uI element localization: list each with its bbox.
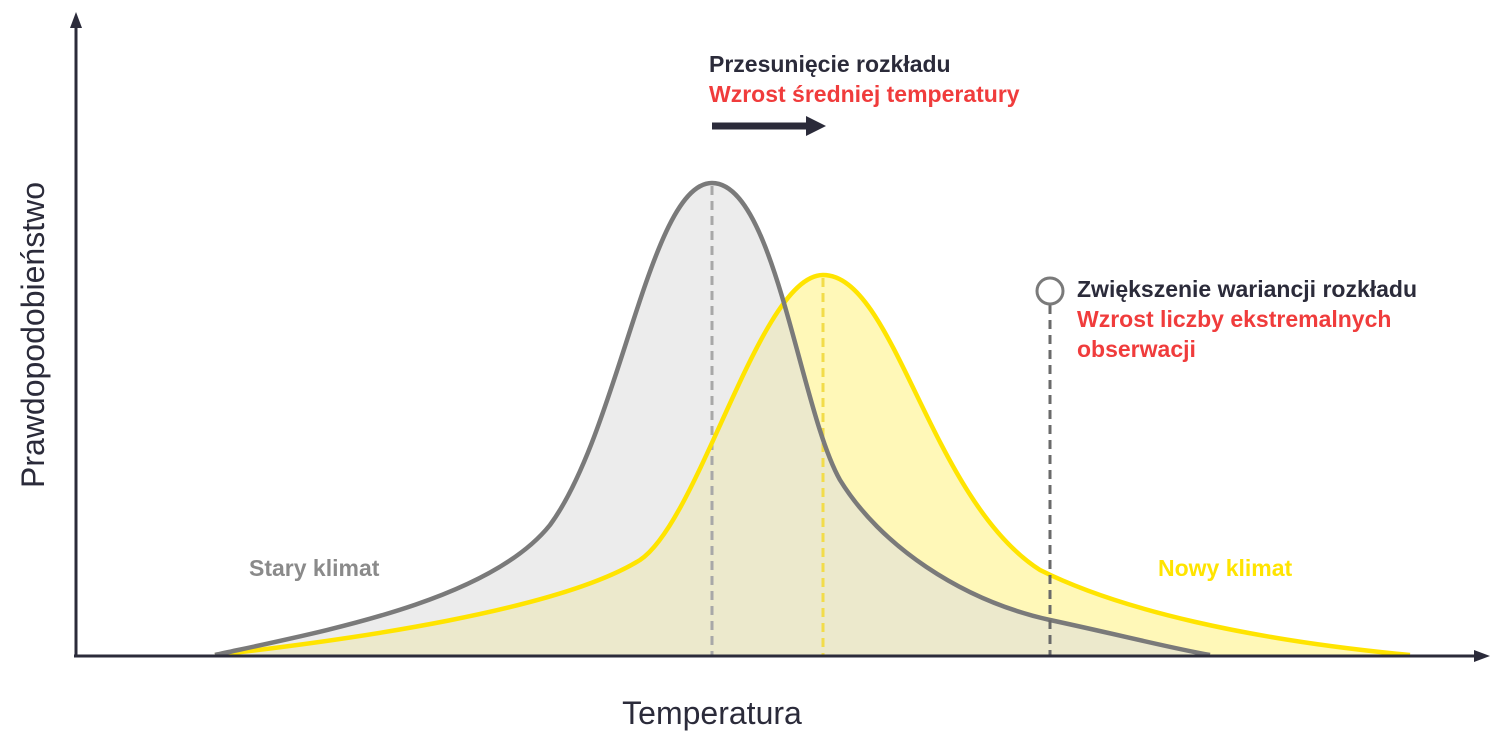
y-axis-arrowhead [70,12,82,28]
old-climate-label: Stary klimat [249,555,380,581]
variance-marker-circle [1035,276,1065,306]
shift-subtitle: Wzrost średniej temperatury [709,81,1020,107]
y-axis-label: Prawdopodobieństwo [15,182,51,488]
new-climate-curve [214,272,1411,658]
x-axis-arrowhead [1474,650,1490,662]
variance-subtitle-line1: Wzrost liczby ekstremalnych [1077,306,1391,332]
x-axis-label: Temperatura [622,695,802,731]
variance-title: Zwiększenie wariancji rozkładu [1077,276,1417,302]
variance-subtitle-line2: obserwacji [1077,336,1196,362]
new-climate-label: Nowy klimat [1158,555,1293,581]
shift-title: Przesunięcie rozkładu [709,51,951,77]
old-climate-curve [214,180,1211,658]
shift-arrow-head [806,116,826,136]
